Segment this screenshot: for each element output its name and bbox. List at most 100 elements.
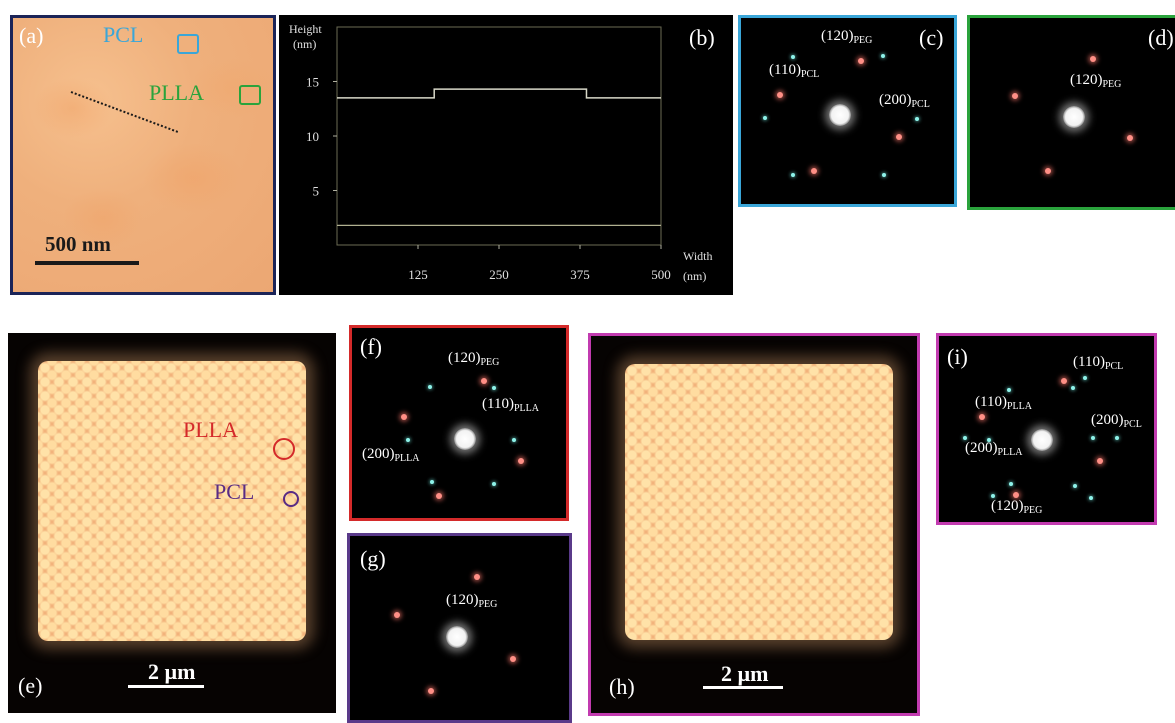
y-tick-label: 10 [306,129,319,144]
center-beam-i [1031,429,1053,451]
spot-pcl [1089,496,1093,500]
center-beam-f [454,428,476,450]
panel-label-c: (c) [919,25,944,50]
height-profile-chart: Height (nm) Width (nm) 15 10 5 125 250 375 500 [289,22,713,283]
spot-peg [394,612,400,618]
profile-line [70,91,179,133]
panel-a-afm-image: (a) PCL PLLA 500 nm [10,15,276,295]
spot-plla [1091,436,1095,440]
spot-peg [518,458,524,464]
spot-pcl [915,117,919,121]
pcl-label-e: PCL [214,479,255,504]
spot-peg [474,574,480,580]
panel-label-i: (i) [947,344,968,369]
center-beam-g [446,626,468,648]
panel-i-diffraction-mixed: (i) (110)PCL (110)PLLA (200)PCL (200)PLL… [936,333,1157,525]
afm-texture [13,18,273,292]
annotation-110-pcl: (110)PCL [1073,354,1124,372]
spot-plla [512,438,516,442]
spot-peg [481,378,487,384]
spot-plla [428,385,432,389]
spot-pcl [963,436,967,440]
spot-peg [1012,93,1018,99]
spot-peg [858,58,864,64]
spot-peg [401,414,407,420]
spot-peg [428,688,434,694]
spot-plla [1071,386,1075,390]
spot-pcl [882,173,886,177]
panel-label-d: (d) [1148,25,1174,50]
panel-label-b: (b) [689,25,715,50]
spot-peg [1013,492,1019,498]
panel-label-e: (e) [18,673,43,698]
pcl-label: PCL [103,22,144,47]
afm-square-e [38,361,306,641]
x-tick-label: 375 [570,267,590,282]
center-beam-c [829,104,851,126]
spot-pcl [763,116,767,120]
spot-peg [1097,458,1103,464]
spot-pcl [991,494,995,498]
afm-square-h [625,364,893,640]
annotation-200-pcl: (200)PCL [879,92,930,110]
spot-plla [492,482,496,486]
spot-peg [510,656,516,662]
spot-plla [430,480,434,484]
spot-plla [1007,388,1011,392]
pcl-circle-marker [283,491,299,507]
scale-bar-label-a: 500 nm [45,232,111,256]
spot-peg [777,92,783,98]
annotation-120-peg: (120)PEG [1070,72,1122,90]
x-tick-label: 125 [408,267,428,282]
spot-peg [1127,135,1133,141]
spot-peg [1061,378,1067,384]
annotation-120-peg: (120)PEG [821,28,873,46]
plla-region-box [239,85,261,105]
plla-label: PLLA [149,80,204,105]
spot-plla [406,438,410,442]
annotation-200-plla: (200)PLLA [362,446,420,464]
y-tick-label: 5 [313,184,320,199]
panel-f-diffraction-plla: (f) (120)PEG (110)PLLA (200)PLLA [349,325,569,521]
pcl-region-box [177,34,199,54]
spot-peg [436,493,442,499]
x-axis-label-line2: (nm) [683,269,706,283]
spot-peg [979,414,985,420]
y-axis-label-line1: Height [289,22,322,36]
spot-pcl [1083,376,1087,380]
annotation-120-peg: (120)PEG [991,498,1043,516]
panel-label-a: (a) [19,23,44,48]
annotation-110-plla: (110)PLLA [975,394,1032,412]
panel-g-diffraction-pcl: (g) (120)PEG [347,533,572,723]
panel-label-g: (g) [360,546,386,571]
spot-peg [1045,168,1051,174]
scale-bar-a [35,261,139,265]
y-axis-label-line2: (nm) [293,37,316,51]
spot-peg [811,168,817,174]
spot-plla [492,386,496,390]
plla-circle-marker [273,438,295,460]
scale-bar-e [128,685,204,688]
annotation-120-peg: (120)PEG [446,592,498,610]
y-tick-label: 15 [306,75,319,90]
spot-pcl [791,173,795,177]
plla-label-e: PLLA [183,417,238,442]
height-profile-line [337,88,661,99]
panel-label-h: (h) [609,674,635,699]
spot-plla [1009,482,1013,486]
spot-plla [987,438,991,442]
scale-bar-label-e: 2 µm [148,659,196,684]
scale-bar-label-h: 2 µm [721,661,769,686]
spot-pcl [881,54,885,58]
annotation-110-pcl: (110)PCL [769,62,820,80]
panel-c-diffraction-pcl: (c) (120)PEG (110)PCL (200)PCL [738,15,957,207]
panel-label-f: (f) [360,334,382,359]
plot-frame [336,26,662,246]
panel-d-diffraction-plla: (d) (120)PEG [967,15,1175,210]
spot-pcl [791,55,795,59]
panel-h-afm-image: (h) 2 µm [588,333,920,716]
spot-pcl [1115,436,1119,440]
x-axis-label-line1: Width [683,249,713,263]
x-tick-label: 500 [651,267,671,282]
scale-bar-h [703,686,783,689]
